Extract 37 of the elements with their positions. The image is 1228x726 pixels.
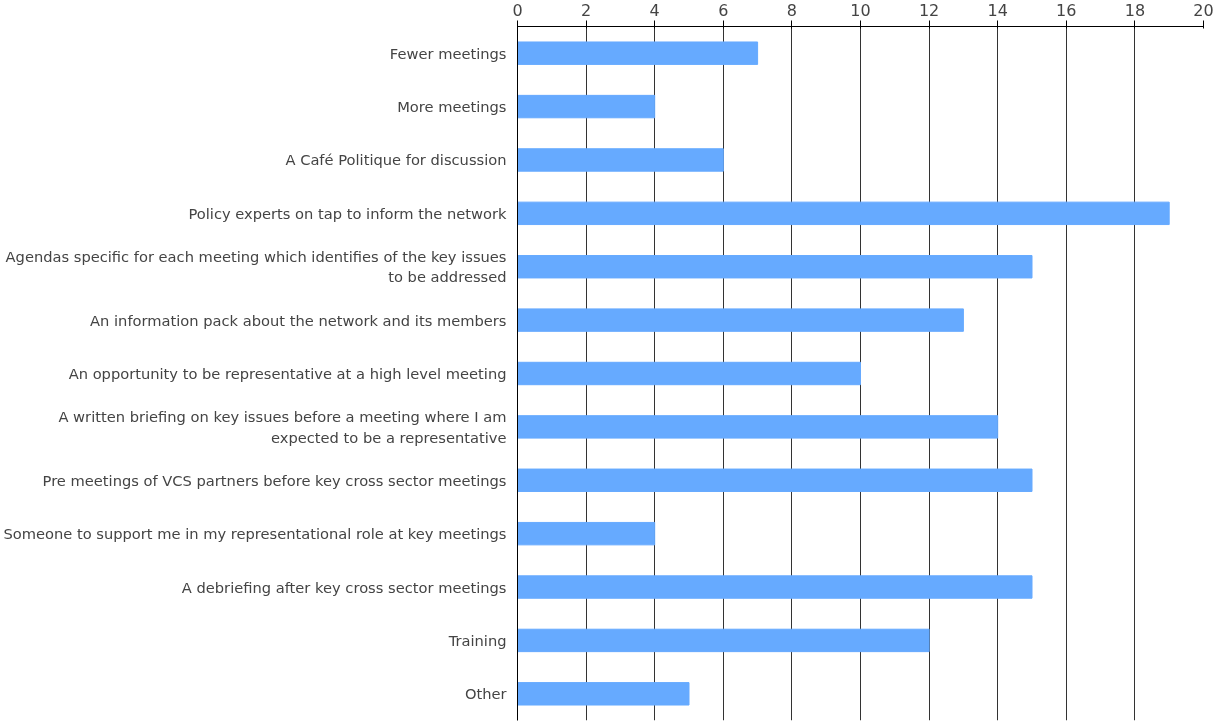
y-tick-label: Pre meetings of VCS partners before key cross sector meetings xyxy=(42,471,507,489)
bar xyxy=(517,201,1170,226)
bar xyxy=(517,361,861,386)
bar xyxy=(517,415,999,439)
x-tick-label: 16 xyxy=(1056,0,1077,20)
bar xyxy=(517,521,656,546)
x-tick-label: 12 xyxy=(918,0,940,20)
bar xyxy=(517,41,759,65)
x-tick-label: 18 xyxy=(1124,0,1146,20)
bar xyxy=(517,308,964,332)
y-tick-label: Other xyxy=(464,685,508,703)
bar xyxy=(517,682,690,706)
x-tick-label: 4 xyxy=(649,0,660,20)
y-tick-label: Fewer meetings xyxy=(389,44,507,62)
bar xyxy=(517,468,1033,492)
y-tick-label: Policy experts on tap to inform the network xyxy=(188,204,508,222)
bar xyxy=(517,628,930,653)
y-tick-label: More meetings xyxy=(397,98,507,116)
y-tick-label: A debriefing after key cross sector meetings xyxy=(181,578,507,596)
x-tick-label: 10 xyxy=(850,0,871,20)
x-tick-label: 8 xyxy=(786,0,797,20)
x-tick-label: 14 xyxy=(987,0,1008,20)
y-tick-label: Training xyxy=(447,631,507,649)
y-tick-label: A Café Politique for discussion xyxy=(285,151,507,169)
bar xyxy=(517,255,1033,279)
bar xyxy=(517,575,1033,599)
y-tick-label: A written briefing on key issues before a meeting where I am expected to be a representative xyxy=(58,408,507,446)
x-tick-label: 2 xyxy=(581,0,592,20)
x-tick-label: 20 xyxy=(1193,0,1214,20)
x-tick-label: 0 xyxy=(512,0,523,20)
bar xyxy=(517,94,656,119)
y-tick-label: An information pack about the network and its members xyxy=(90,311,507,329)
y-tick-label: Someone to support me in my representational role at key meetings xyxy=(3,525,507,543)
y-tick-label: An opportunity to be representative at a high level meeting xyxy=(68,365,507,382)
y-tick-label: Agendas specific for each meeting which identifies of the key issues to be addressed xyxy=(5,248,507,286)
x-tick-label: 6 xyxy=(718,0,729,20)
bar xyxy=(517,148,724,172)
